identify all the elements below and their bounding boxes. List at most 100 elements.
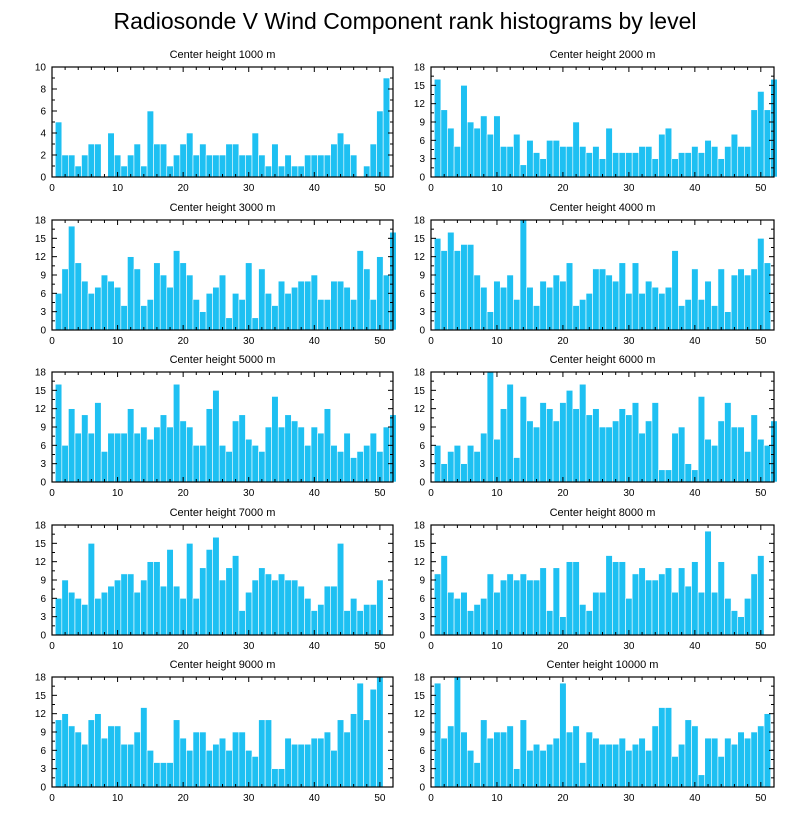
bar: [757, 91, 765, 178]
y-tick-label: 0: [419, 783, 425, 794]
y-tick-label: 18: [35, 368, 47, 379]
y-tick-label: 3: [40, 459, 46, 470]
bar: [664, 127, 673, 178]
y-tick-label: 18: [414, 521, 426, 532]
bar: [480, 719, 488, 788]
bar: [127, 154, 135, 178]
x-tick-label: 10: [112, 183, 124, 194]
bar: [625, 750, 633, 788]
y-tick-label: 15: [414, 539, 426, 550]
bar: [350, 154, 358, 178]
bar: [304, 280, 312, 331]
x-tick-label: 30: [243, 641, 255, 652]
bar: [133, 432, 141, 483]
bar: [678, 305, 686, 331]
bar: [744, 274, 752, 331]
bar: [245, 591, 253, 636]
bar: [631, 743, 640, 788]
bar: [499, 146, 508, 178]
bar: [612, 561, 620, 636]
panel-title: Center height 9000 m: [170, 659, 276, 671]
bar: [179, 420, 187, 483]
bar: [343, 143, 351, 178]
bar: [238, 299, 246, 331]
bar: [645, 750, 653, 788]
bar: [598, 268, 607, 331]
bar: [486, 573, 494, 636]
bar: [100, 274, 109, 331]
bar: [605, 274, 613, 331]
bar: [218, 737, 227, 788]
y-tick-label: 12: [414, 99, 426, 110]
bar: [585, 731, 593, 788]
bar: [750, 731, 758, 788]
bar: [565, 731, 574, 788]
y-tick-label: 0: [40, 631, 46, 642]
y-tick-label: 9: [419, 576, 425, 587]
y-tick-label: 9: [40, 423, 46, 434]
bar: [323, 299, 332, 331]
bar: [173, 250, 181, 331]
bar: [271, 396, 279, 483]
bar: [486, 371, 494, 483]
bar: [336, 132, 345, 178]
bar: [658, 469, 666, 483]
bar: [618, 408, 626, 483]
bar: [724, 402, 732, 483]
bar: [68, 408, 76, 483]
bar: [651, 402, 659, 483]
x-tick-label: 20: [557, 488, 569, 499]
bar: [447, 725, 455, 788]
bar: [493, 115, 501, 178]
x-tick-label: 40: [689, 336, 701, 347]
bar: [284, 737, 292, 788]
bar: [238, 414, 246, 483]
bar: [466, 121, 475, 178]
bar: [251, 132, 259, 178]
bar: [94, 286, 102, 331]
y-tick-label: 6: [419, 441, 425, 452]
bar: [127, 256, 135, 331]
bar: [100, 591, 109, 636]
bar: [433, 78, 442, 178]
bar: [466, 244, 475, 331]
bar: [317, 432, 325, 483]
y-tick-label: 6: [40, 594, 46, 605]
bar: [61, 713, 69, 788]
bar: [369, 432, 377, 483]
bar: [433, 573, 442, 636]
bar: [460, 463, 468, 483]
bar: [513, 457, 521, 483]
bar: [120, 165, 128, 178]
bar: [369, 143, 377, 178]
bar: [113, 432, 122, 483]
bar: [212, 154, 220, 178]
bar: [94, 402, 102, 483]
bar: [730, 426, 739, 483]
bar: [645, 280, 653, 331]
x-tick-label: 30: [623, 336, 635, 347]
bar: [179, 262, 187, 331]
bar: [678, 743, 686, 788]
bar: [153, 426, 161, 483]
x-tick-label: 50: [374, 336, 386, 347]
y-tick-label: 6: [40, 746, 46, 757]
x-tick-label: 0: [428, 336, 434, 347]
bar: [94, 713, 102, 788]
x-tick-label: 40: [689, 488, 701, 499]
bar: [678, 567, 686, 636]
y-tick-label: 10: [35, 63, 47, 74]
y-tick-label: 15: [35, 234, 47, 245]
bar: [159, 143, 168, 178]
y-tick-label: 2: [40, 151, 46, 162]
bar: [74, 262, 82, 331]
bar: [336, 280, 345, 331]
bar: [711, 737, 719, 788]
y-tick-label: 18: [35, 216, 47, 227]
x-tick-label: 40: [309, 641, 321, 652]
y-tick-label: 0: [419, 631, 425, 642]
y-tick-label: 12: [35, 709, 47, 720]
x-tick-label: 30: [243, 336, 255, 347]
bar: [440, 109, 448, 178]
bar: [192, 731, 200, 788]
